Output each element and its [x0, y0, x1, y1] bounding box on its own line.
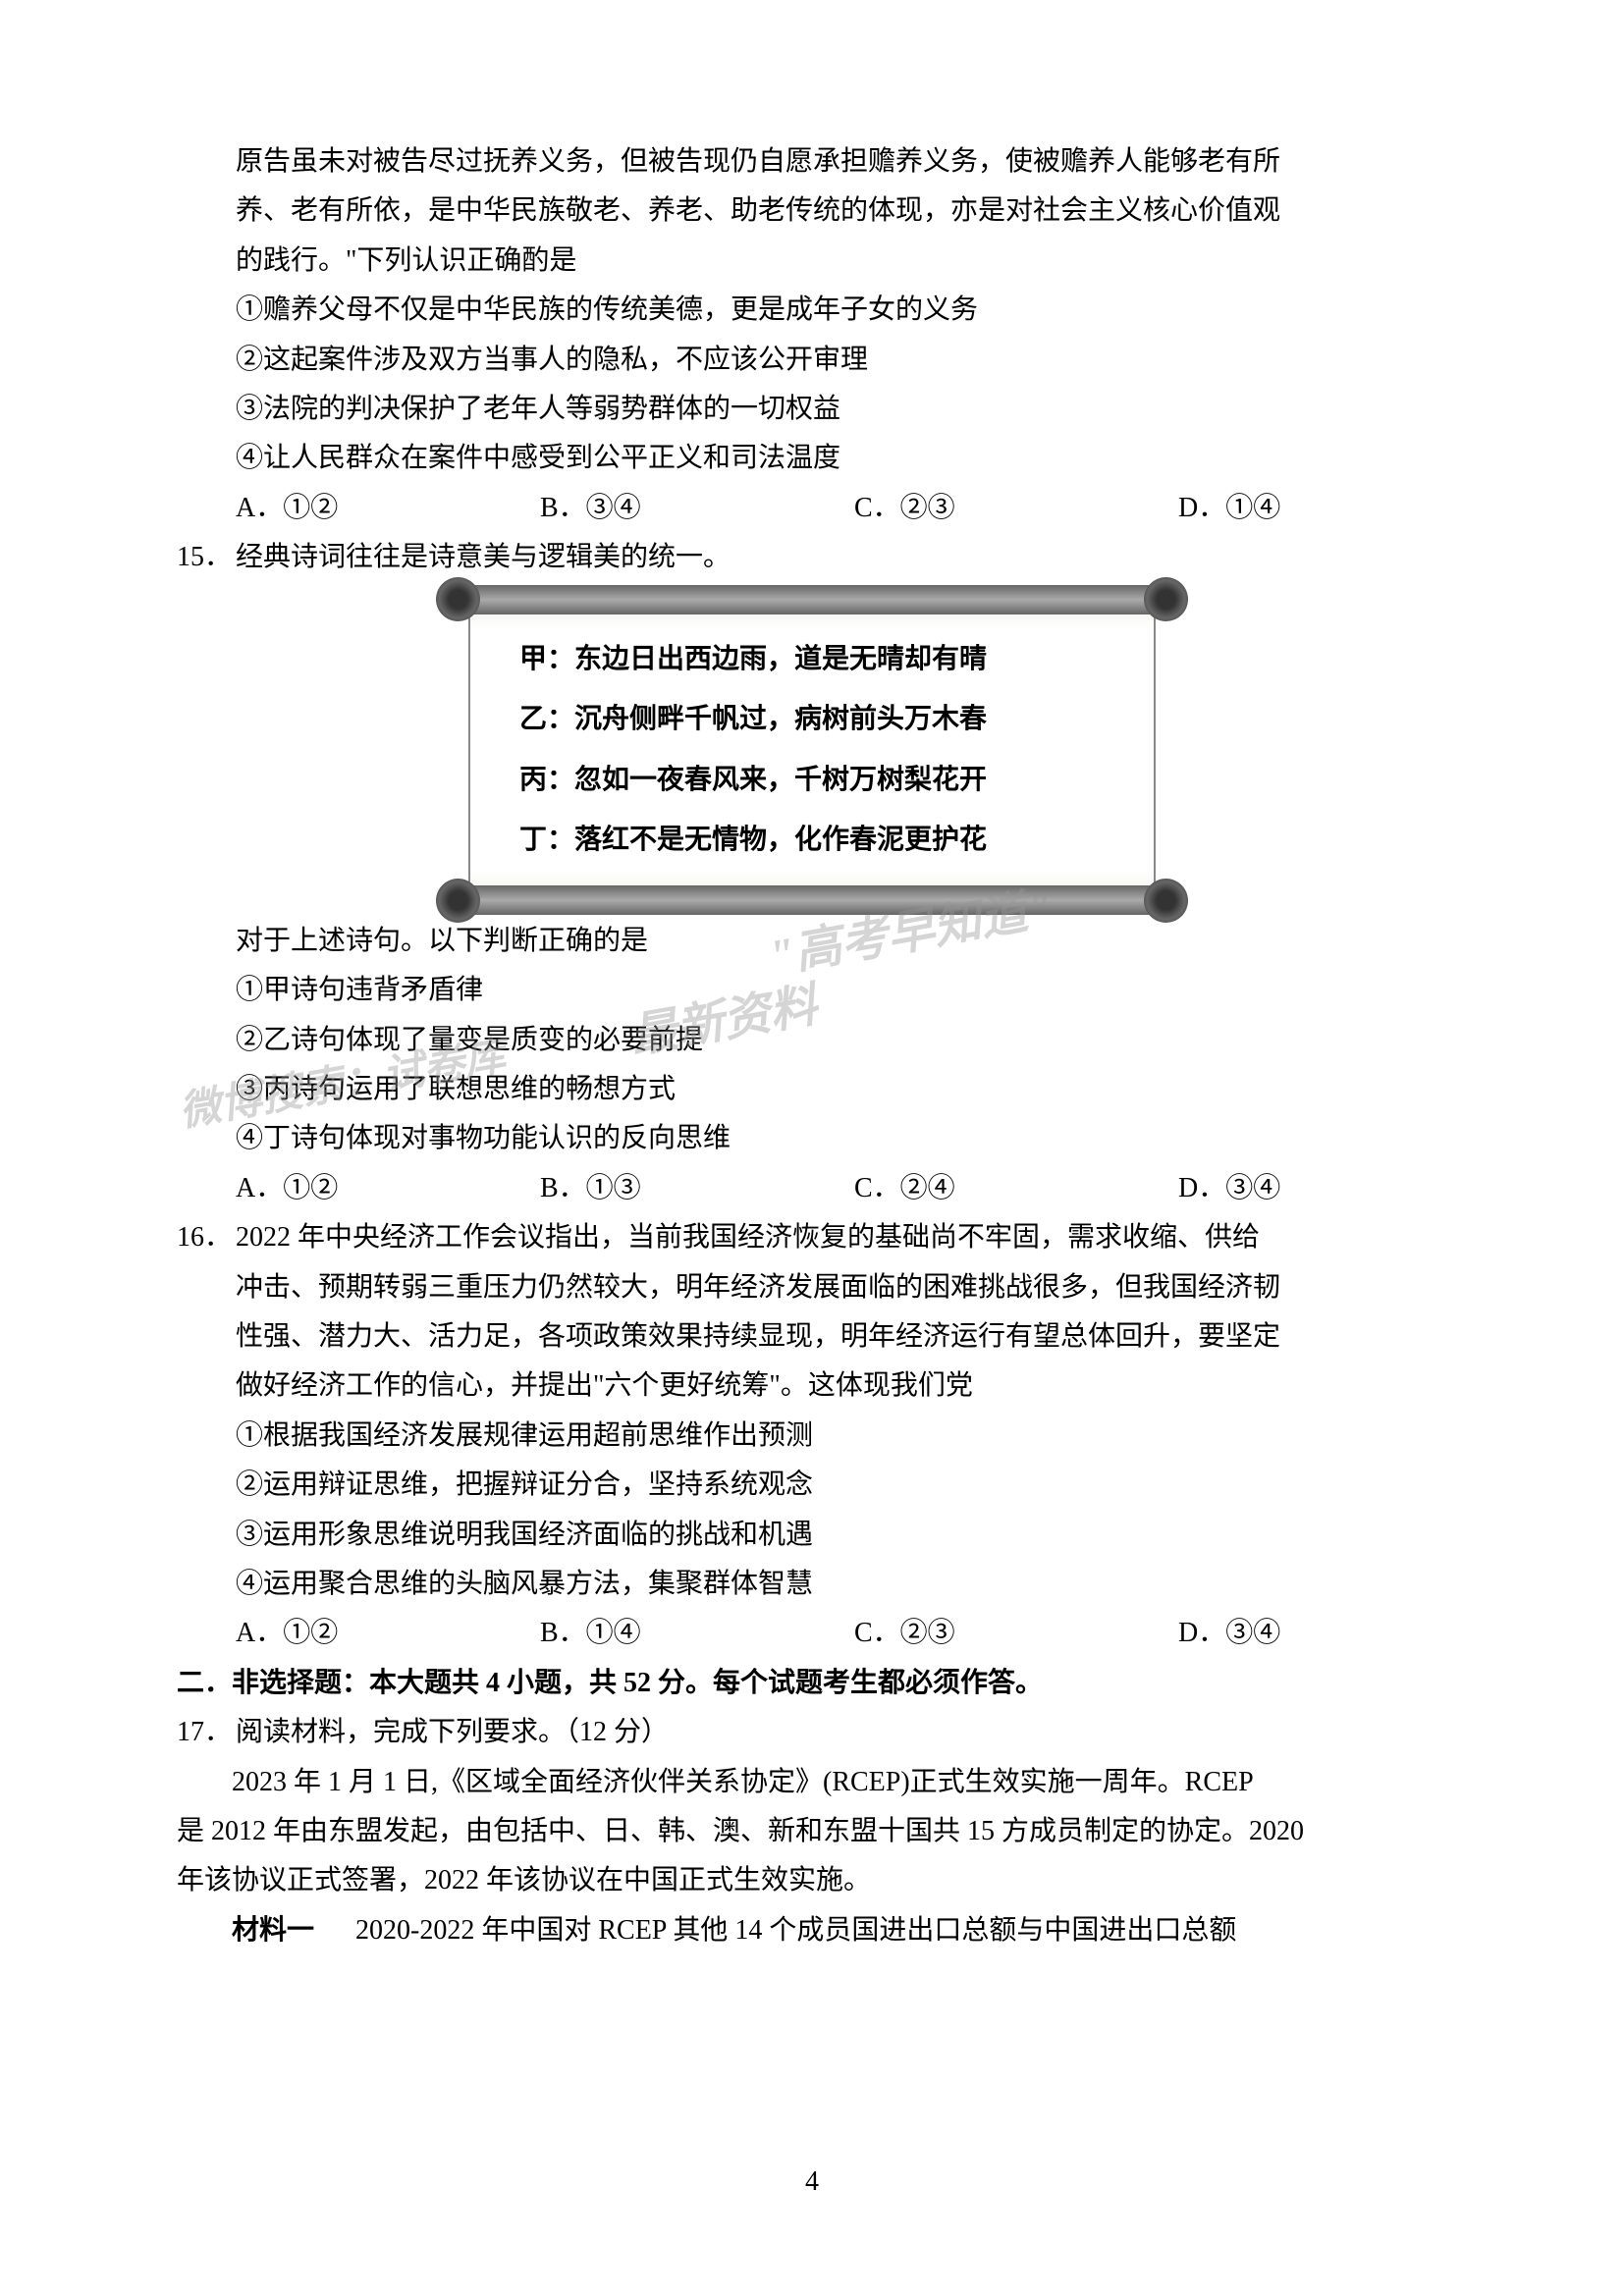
q17-para1-line1: 2023 年 1 月 1 日,《区域全面经济伙伴关系协定》(RCEP)正式生效实… — [177, 1758, 1447, 1807]
scroll-line-ding: 丁：落红不是无情物，化作春泥更护花 — [519, 810, 1105, 871]
q14-choices: A．①② B．③④ C．②③ D．①④ — [236, 484, 1447, 533]
q14-option-1: ①赡养父母不仅是中华民族的传统美德，更是成年子女的义务 — [236, 286, 1447, 335]
q14-choice-c: C．②③ — [854, 484, 1178, 533]
q15-sub-stem: 对于上述诗句。以下判断正确的是 — [236, 917, 1447, 966]
q16-number: 16． — [177, 1213, 236, 1659]
q15-content: 经典诗词往往是诗意美与逻辑美的统一。 — [236, 533, 1447, 582]
scroll-frame: 甲：东边日出西边雨，道是无晴却有晴 乙：沉舟侧畔千帆过，病树前头万木春 丙：忽如… — [468, 598, 1156, 902]
section-2-header: 二．非选择题：本大题共 4 小题，共 52 分。每个试题考生都必须作答。 — [177, 1659, 1447, 1708]
scroll-line-yi: 乙：沉舟侧畔千帆过，病树前头万木春 — [519, 689, 1105, 750]
q17-para1-line3: 年该协议正式签署，2022 年该协议在中国正式生效实施。 — [177, 1856, 1447, 1905]
scroll-image-container: 甲：东边日出西边雨，道是无晴却有晴 乙：沉舟侧畔千帆过，病树前头万木春 丙：忽如… — [177, 598, 1447, 902]
scroll-roller-bottom — [451, 885, 1173, 915]
scroll-knob-tl — [436, 577, 480, 621]
q14-option-3: ③法院的判决保护了老年人等弱势群体的一切权益 — [236, 385, 1447, 434]
q14-stem-line1: 原告虽未对被告尽过抚养义务，但被告现仍自愿承担赡养义务，使被赡养人能够老有所 — [236, 137, 1447, 187]
q15-choices: A．①② B．①③ C．②④ D．③④ — [236, 1164, 1447, 1213]
q14-choice-d: D．①④ — [1178, 484, 1447, 533]
q14-choice-a: A．①② — [236, 484, 540, 533]
question-14-continuation: 原告虽未对被告尽过抚养义务，但被告现仍自愿承担赡养义务，使被赡养人能够老有所 养… — [236, 137, 1447, 533]
q15-choice-c: C．②④ — [854, 1164, 1178, 1213]
scroll-knob-bl — [436, 879, 480, 923]
q15-choice-a: A．①② — [236, 1164, 540, 1213]
q14-option-4: ④让人民群众在案件中感受到公平正义和司法温度 — [236, 434, 1447, 483]
q15-option-3: ③丙诗句运用了联想思维的畅想方式 — [236, 1065, 1447, 1114]
q16-choice-c: C．②③ — [854, 1609, 1178, 1658]
question-16: 16． 2022 年中央经济工作会议指出，当前我国经济恢复的基础尚不牢固，需求收… — [177, 1213, 1447, 1659]
q16-stem-line2: 冲击、预期转弱三重压力仍然较大，明年经济发展面临的困难挑战很多，但我国经济韧 — [236, 1263, 1447, 1312]
q14-stem-line2: 养、老有所依，是中华民族敬老、养老、助老传统的体现，亦是对社会主义核心价值观 — [236, 187, 1447, 236]
q16-stem-line3: 性强、潜力大、活力足，各项政策效果持续显现，明年经济运行有望总体回升，要坚定 — [236, 1312, 1447, 1362]
q15-number: 15． — [177, 533, 236, 582]
q17-number: 17． — [177, 1708, 236, 1757]
q16-stem-line1: 2022 年中央经济工作会议指出，当前我国经济恢复的基础尚不牢固，需求收缩、供给 — [236, 1213, 1447, 1262]
page-number: 4 — [805, 2166, 819, 2198]
scroll-line-bing: 丙：忽如一夜春风来，千树万树梨花开 — [519, 750, 1105, 811]
q16-stem-line4: 做好经济工作的信心，并提出"六个更好统筹"。这体现我们党 — [236, 1362, 1447, 1411]
q15-option-2: ②乙诗句体现了量变是质变的必要前提 — [236, 1016, 1447, 1065]
q16-choices: A．①② B．①④ C．②③ D．③④ — [236, 1609, 1447, 1658]
q16-option-1: ①根据我国经济发展规律运用超前思维作出预测 — [236, 1412, 1447, 1461]
q16-content: 2022 年中央经济工作会议指出，当前我国经济恢复的基础尚不牢固，需求收缩、供给… — [236, 1213, 1447, 1659]
q14-option-2: ②这起案件涉及双方当事人的隐私，不应该公开审理 — [236, 336, 1447, 385]
q17-material-label: 材料一 — [232, 1915, 314, 1946]
page-container: 原告虽未对被告尽过抚养义务，但被告现仍自愿承担赡养义务，使被赡养人能够老有所 养… — [0, 0, 1624, 2034]
q17-paragraph: 2023 年 1 月 1 日,《区域全面经济伙伴关系协定》(RCEP)正式生效实… — [177, 1758, 1447, 1956]
q16-option-3: ③运用形象思维说明我国经济面临的挑战和机遇 — [236, 1511, 1447, 1560]
scroll-roller-top — [451, 585, 1173, 614]
q16-option-4: ④运用聚合思维的头脑风暴方法，集聚群体智慧 — [236, 1560, 1447, 1609]
q16-option-2: ②运用辩证思维，把握辩证分合，坚持系统观念 — [236, 1461, 1447, 1510]
question-17: 17． 阅读材料，完成下列要求。（12 分） — [177, 1708, 1447, 1757]
q17-content: 阅读材料，完成下列要求。（12 分） — [236, 1708, 1447, 1757]
q15-option-1: ①甲诗句违背矛盾律 — [236, 966, 1447, 1015]
q15-option-4: ④丁诗句体现对事物功能认识的反向思维 — [236, 1114, 1447, 1163]
scroll-knob-br — [1144, 879, 1188, 923]
q17-material-text: 2020-2022 年中国对 RCEP 其他 14 个成员国进出口总额与中国进出… — [355, 1915, 1236, 1946]
q15-body: 对于上述诗句。以下判断正确的是 ①甲诗句违背矛盾律 ②乙诗句体现了量变是质变的必… — [236, 917, 1447, 1213]
q15-choice-d: D．③④ — [1178, 1164, 1447, 1213]
q16-choice-b: B．①④ — [540, 1609, 854, 1658]
q16-choice-a: A．①② — [236, 1609, 540, 1658]
scroll-knob-tr — [1144, 577, 1188, 621]
q17-material-line: 材料一 2020-2022 年中国对 RCEP 其他 14 个成员国进出口总额与… — [177, 1906, 1447, 1955]
q14-choice-b: B．③④ — [540, 484, 854, 533]
q16-choice-d: D．③④ — [1178, 1609, 1447, 1658]
q15-stem: 经典诗词往往是诗意美与逻辑美的统一。 — [236, 533, 1447, 582]
q17-para1-line2: 是 2012 年由东盟发起，由包括中、日、韩、澳、新和东盟十国共 15 方成员制… — [177, 1807, 1447, 1856]
q17-stem: 阅读材料，完成下列要求。（12 分） — [236, 1708, 1447, 1757]
q15-choice-b: B．①③ — [540, 1164, 854, 1213]
q14-stem-line3: 的践行。"下列认识正确酌是 — [236, 237, 1447, 286]
scroll-line-jia: 甲：东边日出西边雨，道是无晴却有晴 — [519, 629, 1105, 690]
question-15: 15． 经典诗词往往是诗意美与逻辑美的统一。 — [177, 533, 1447, 582]
